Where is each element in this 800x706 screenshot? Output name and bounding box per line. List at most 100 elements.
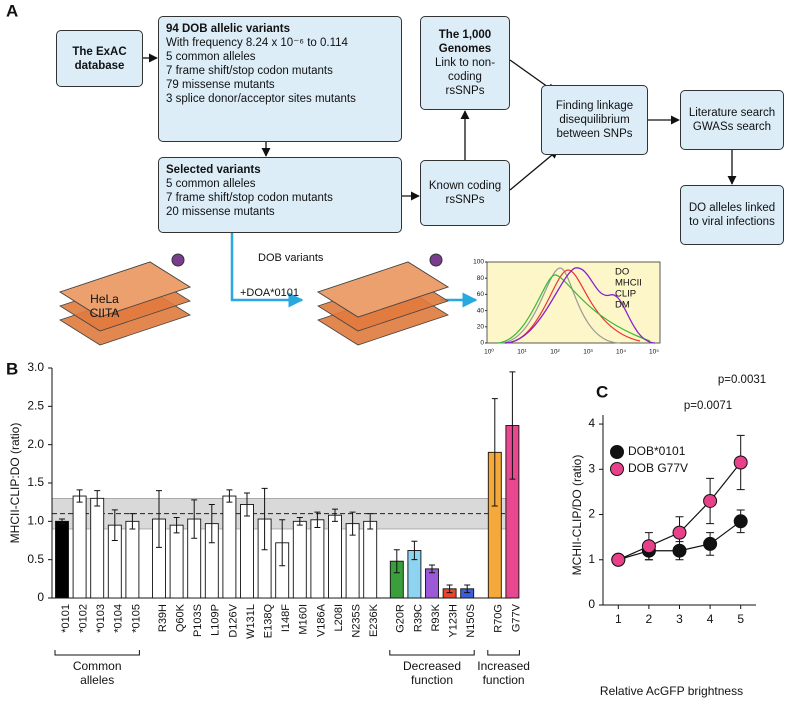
- bar: [425, 568, 439, 599]
- y-tick-label: 0.5: [27, 552, 44, 566]
- error-bar: [393, 549, 400, 574]
- box-title: Selected variants: [166, 164, 261, 176]
- error-bar: [446, 584, 453, 594]
- error-bar: [191, 499, 198, 539]
- panel-label: C: [596, 382, 608, 401]
- x-tick-label: 3: [676, 612, 683, 626]
- flow-box: Finding linkage disequilibrium between S…: [541, 85, 648, 155]
- data-point: [733, 514, 748, 529]
- x-tick-label: Q60K: [175, 603, 187, 632]
- x-tick-label: *0103: [95, 604, 107, 633]
- x-tick-label: G77V: [510, 603, 522, 632]
- inset-y-tick-label: 40: [477, 307, 485, 314]
- box-text: Finding linkage disequilibrium between S…: [555, 100, 634, 140]
- inset-x-tick-label: 10⁰: [484, 348, 494, 356]
- box-line: 79 missense mutants: [166, 79, 275, 91]
- x-tick-label: N150S: [465, 604, 477, 638]
- flask-top: [317, 261, 449, 318]
- box-title: The ExAC database: [72, 45, 127, 72]
- error-bar: [296, 517, 303, 526]
- x-tick-label: 2: [646, 612, 653, 626]
- error-bar: [429, 564, 435, 574]
- error-bar: [279, 519, 286, 567]
- histogram-inset: 0 20 40 60 80 100 10⁰ 10¹ 10² 10³ 10⁴ 10⁵ DOMHCIICLI…: [473, 259, 661, 356]
- bar: [363, 520, 378, 599]
- error-bar: [349, 511, 356, 536]
- y-tick-label: 3: [588, 461, 595, 475]
- x-tick-label: *0101: [60, 604, 72, 633]
- y-tick-label: 0: [37, 590, 44, 604]
- x-tick-label: M160I: [298, 604, 310, 635]
- x-tick-label: L208I: [333, 604, 345, 632]
- error-bar: [173, 517, 180, 534]
- y-tick-label: 3.0: [27, 360, 44, 374]
- inset-x-tick-label: 10⁵: [649, 349, 659, 356]
- y-tick-label: 1: [588, 552, 595, 566]
- panel-label: A: [6, 1, 18, 20]
- inset-x-tick-label: 10⁴: [616, 349, 626, 356]
- x-tick-label: R70G: [493, 604, 505, 633]
- group-label: Common alleles: [72, 659, 122, 687]
- x-tick-label: N235S: [351, 604, 363, 638]
- box-line: 20 missense mutants: [166, 206, 275, 218]
- error-bar: [129, 513, 136, 530]
- error-bar: [156, 490, 162, 548]
- box-line: 5 common alleles: [166, 51, 256, 63]
- culture-flask: [59, 253, 191, 346]
- flow-arrows: [143, 53, 737, 201]
- flow-box: Known coding rsSNPs: [420, 160, 510, 226]
- box-line: 5 common alleles: [166, 178, 256, 190]
- panel-label: B: [6, 359, 18, 378]
- error-bar: [332, 508, 338, 522]
- x-tick-label: R93K: [430, 603, 442, 631]
- box-text: Literature search GWASs search: [688, 107, 776, 133]
- bar: [222, 495, 237, 599]
- y-tick-label: 2.0: [27, 437, 44, 451]
- inset-x-tick-label: 10²: [550, 349, 560, 356]
- y-tick-label: 0: [588, 597, 595, 611]
- inset-x-tick-label: 10³: [583, 349, 593, 356]
- box-title: 94 DOB allelic variants: [166, 23, 291, 35]
- bar: [169, 524, 184, 599]
- x-tick-label: W131L: [245, 604, 257, 639]
- x-axis-label: Relative AcGFP brightness: [600, 684, 743, 698]
- legend-marker: [610, 462, 624, 476]
- legend-entry: DOB*0101: [628, 444, 686, 458]
- inset-legend-entry: MHCII: [615, 278, 642, 289]
- x-tick-label: 5: [737, 612, 744, 626]
- inset-y-tick-label: 80: [477, 275, 485, 282]
- inset-y-tick-label: 60: [477, 291, 485, 298]
- error-bar: [94, 490, 101, 507]
- x-tick-label: D126V: [227, 603, 239, 637]
- x-tick-label: I148F: [280, 604, 292, 632]
- bar: [328, 514, 342, 599]
- x-tick-label: 4: [707, 612, 714, 626]
- inset-legend-entry: CLIP: [615, 289, 636, 300]
- data-point: [641, 539, 656, 554]
- flask-top: [59, 261, 191, 318]
- bar: [55, 520, 69, 599]
- y-axis-label: MHCII-CLIP:DO (ratio): [8, 423, 22, 544]
- data-point: [733, 455, 748, 470]
- error-bar: [464, 584, 471, 594]
- group-label: Increased function: [477, 659, 530, 687]
- flow-box: The 1,000 Genomes Link to non-coding rsSN…: [420, 16, 510, 110]
- x-tick-label: *0105: [130, 604, 142, 633]
- group-bracket: [389, 650, 475, 656]
- data-point: [703, 536, 718, 551]
- inset-y-tick-label: 0: [480, 340, 484, 347]
- x-tick-label: *0102: [78, 604, 90, 633]
- error-bar: [111, 509, 118, 541]
- x-tick-label: P103S: [192, 604, 204, 637]
- box-text: Known coding rsSNPs: [428, 180, 502, 206]
- x-tick-label: 1: [615, 612, 622, 626]
- box-text: DO alleles linked to viral infections: [688, 202, 776, 228]
- flow-label: +DOA*0101: [240, 287, 299, 299]
- y-tick-label: 2: [588, 507, 595, 521]
- inset-legend-entry: DM: [615, 300, 630, 311]
- legend-entry: DOB G77V: [628, 461, 688, 475]
- cell-line-label: HeLa CIITA: [89, 292, 120, 320]
- inset-y-tick-label: 100: [473, 259, 484, 266]
